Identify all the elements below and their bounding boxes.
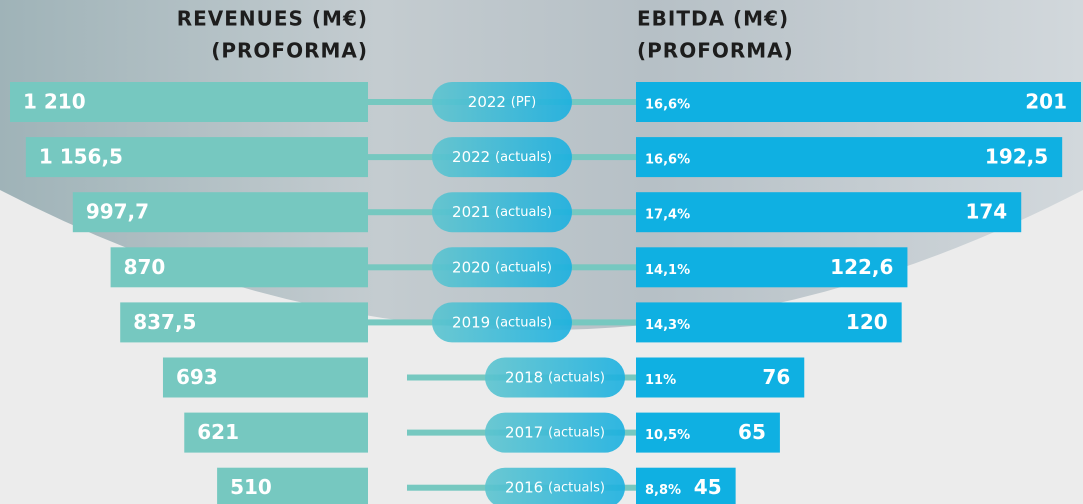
- margin-label: 14,3%: [645, 318, 690, 333]
- year-pill: [485, 467, 625, 504]
- right-subtitle: (PROFORMA): [637, 39, 794, 63]
- year-note: (actuals): [548, 480, 605, 495]
- ebitda-bar: [636, 82, 1081, 122]
- year: 2020: [452, 258, 490, 276]
- year-note: (actuals): [495, 205, 552, 220]
- year-pill: [432, 247, 572, 288]
- ebitda-bar: [636, 302, 902, 343]
- year-label: 2018 (actuals): [505, 368, 605, 386]
- revenue-bar: [217, 467, 368, 504]
- ebitda-label: 120: [846, 310, 888, 334]
- year-pill: [432, 82, 572, 122]
- year-note: (actuals): [495, 315, 552, 330]
- revenue-label: 837,5: [133, 310, 196, 334]
- year-label: 2022 (actuals): [452, 148, 552, 166]
- year-pill: [432, 192, 572, 233]
- year-note: (actuals): [548, 370, 605, 385]
- margin-label: 11%: [645, 373, 676, 388]
- year-pill: [485, 357, 625, 398]
- margin-label: 14,1%: [645, 263, 690, 278]
- year-note: (PF): [511, 95, 536, 110]
- year-label: 2021 (actuals): [452, 203, 552, 221]
- revenue-bar: [110, 247, 369, 288]
- revenue-label: 510: [230, 475, 272, 499]
- year-pill: [432, 137, 572, 178]
- revenue-bar: [162, 357, 368, 398]
- ebitda-bar: [636, 192, 1022, 233]
- year-label: 2019 (actuals): [452, 313, 552, 331]
- year-pill: [432, 302, 572, 343]
- year-note: (actuals): [495, 150, 552, 165]
- margin-label: 8,8%: [645, 483, 681, 498]
- ebitda-label: 76: [762, 365, 790, 389]
- ebitda-label: 45: [694, 475, 722, 499]
- margin-label: 16,6%: [645, 98, 690, 113]
- year: 2021: [452, 203, 490, 221]
- ebitda-label: 174: [965, 200, 1007, 224]
- year: 2018: [505, 368, 543, 386]
- ebitda-bar: [636, 357, 805, 398]
- year-label: 2016 (actuals): [505, 478, 605, 496]
- year: 2017: [505, 423, 543, 441]
- revenue-bar: [10, 82, 368, 122]
- year-note: (actuals): [548, 425, 605, 440]
- year-pill: [485, 412, 625, 453]
- revenue-bar: [25, 137, 369, 178]
- ebitda-bar: [636, 412, 780, 453]
- revenue-label: 997,7: [86, 200, 149, 224]
- ebitda-label: 201: [1025, 90, 1067, 114]
- ebitda-bar: [636, 247, 908, 288]
- year: 2022: [468, 93, 506, 111]
- margin-label: 10,5%: [645, 428, 690, 443]
- year-label: 2022 (PF): [468, 93, 536, 111]
- revenue-bar: [72, 192, 368, 233]
- left-subtitle: (PROFORMA): [211, 39, 368, 63]
- ebitda-label: 65: [738, 420, 766, 444]
- left-title: REVENUES (M€): [177, 7, 368, 31]
- revenue-bar: [120, 302, 368, 343]
- ebitda-bar: [636, 467, 736, 504]
- year-note: (actuals): [495, 260, 552, 275]
- revenue-bar: [184, 412, 368, 453]
- right-title: EBITDA (M€): [637, 7, 789, 31]
- year: 2016: [505, 478, 543, 496]
- revenue-label: 1 156,5: [39, 145, 123, 169]
- year: 2022: [452, 148, 490, 166]
- margin-label: 17,4%: [645, 208, 690, 223]
- year: 2019: [452, 313, 490, 331]
- margin-label: 16,6%: [645, 153, 690, 168]
- year-label: 2020 (actuals): [452, 258, 552, 276]
- year-label: 2017 (actuals): [505, 423, 605, 441]
- ebitda-label: 192,5: [985, 145, 1048, 169]
- ebitda-bar: [636, 137, 1063, 178]
- revenue-label: 870: [124, 255, 166, 279]
- revenue-label: 621: [197, 420, 239, 444]
- ebitda-label: 122,6: [830, 255, 893, 279]
- revenue-label: 1 210: [23, 90, 86, 114]
- revenue-label: 693: [176, 365, 218, 389]
